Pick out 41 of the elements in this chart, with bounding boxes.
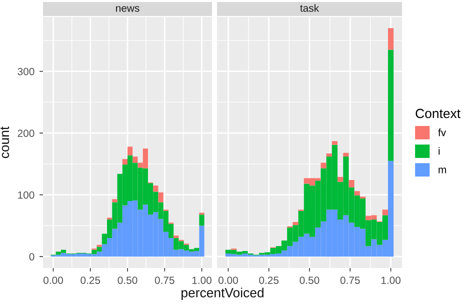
bar bbox=[326, 153, 332, 157]
bar bbox=[153, 186, 158, 192]
bar bbox=[320, 162, 326, 168]
bar bbox=[199, 214, 204, 226]
bar bbox=[292, 222, 298, 226]
x-tick-label: 0.25 bbox=[80, 276, 100, 284]
x-tick-label: 1.00 bbox=[192, 276, 212, 284]
x-tick-label: 0.75 bbox=[340, 276, 360, 284]
chart-title: news bbox=[116, 6, 140, 12]
chart-title: task bbox=[300, 4, 320, 12]
y-tick-label: 200 bbox=[18, 130, 34, 137]
bar bbox=[174, 236, 179, 238]
x-tick-label: 0.00 bbox=[44, 276, 63, 284]
legend-label: i bbox=[438, 147, 440, 155]
y-tick-label: 300 bbox=[18, 68, 34, 76]
x-tick-label: 0.25 bbox=[259, 276, 279, 284]
y-tick-label: 100 bbox=[18, 191, 34, 199]
x-tick-label: 0.50 bbox=[118, 276, 138, 284]
bar bbox=[338, 176, 344, 182]
bar bbox=[128, 146, 133, 156]
bar bbox=[332, 141, 338, 145]
bar bbox=[388, 50, 394, 161]
bar bbox=[122, 159, 128, 165]
x-axis-title: percentVoiced bbox=[182, 288, 264, 300]
bar bbox=[158, 192, 164, 202]
bar bbox=[112, 199, 118, 202]
bar bbox=[132, 156, 138, 163]
y-tick-label: 0 bbox=[29, 253, 34, 260]
x-tick-label: 0.75 bbox=[154, 276, 174, 284]
legend-title: Context bbox=[416, 108, 460, 118]
bar bbox=[388, 28, 394, 50]
bar bbox=[343, 152, 349, 157]
legend-label: m bbox=[438, 168, 446, 174]
bar bbox=[348, 180, 354, 188]
x-tick-label: 0.00 bbox=[218, 276, 238, 284]
legend-label: fv bbox=[438, 128, 446, 136]
y-axis-title: count bbox=[0, 126, 10, 158]
x-tick-label: 0.50 bbox=[300, 276, 320, 284]
x-tick-label: 1.00 bbox=[381, 276, 401, 284]
bar bbox=[382, 210, 388, 216]
bar bbox=[354, 191, 360, 196]
